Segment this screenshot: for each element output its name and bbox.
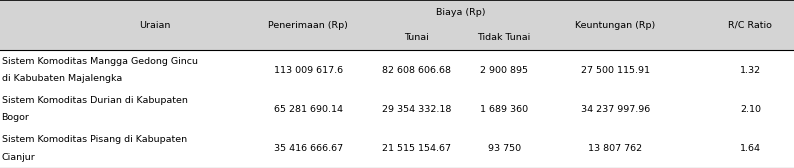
- Text: 34 237 997.96: 34 237 997.96: [580, 105, 650, 114]
- Text: 29 354 332.18: 29 354 332.18: [382, 105, 452, 114]
- Text: Sistem Komoditas Durian di Kabupaten: Sistem Komoditas Durian di Kabupaten: [2, 96, 187, 105]
- Text: Tunai: Tunai: [404, 33, 430, 42]
- Text: Tidak Tunai: Tidak Tunai: [477, 33, 531, 42]
- Text: 1.64: 1.64: [740, 144, 761, 153]
- Text: R/C Ratio: R/C Ratio: [728, 21, 773, 30]
- Text: 2.10: 2.10: [740, 105, 761, 114]
- Text: di Kabubaten Majalengka: di Kabubaten Majalengka: [2, 74, 121, 83]
- Text: Cianjur: Cianjur: [2, 153, 36, 161]
- Text: 13 807 762: 13 807 762: [588, 144, 642, 153]
- Text: 2 900 895: 2 900 895: [480, 66, 528, 74]
- Text: Bogor: Bogor: [2, 113, 29, 122]
- Text: 1 689 360: 1 689 360: [480, 105, 528, 114]
- Bar: [0, 0, 794, 50]
- Text: Penerimaan (Rp): Penerimaan (Rp): [268, 21, 348, 30]
- Text: 82 608 606.68: 82 608 606.68: [383, 66, 451, 74]
- Text: 35 416 666.67: 35 416 666.67: [273, 144, 343, 153]
- Text: Biaya (Rp): Biaya (Rp): [436, 8, 485, 17]
- Text: 113 009 617.6: 113 009 617.6: [273, 66, 343, 74]
- Text: Sistem Komoditas Mangga Gedong Gincu: Sistem Komoditas Mangga Gedong Gincu: [2, 57, 198, 66]
- Text: 21 515 154.67: 21 515 154.67: [383, 144, 451, 153]
- Text: Sistem Komoditas Pisang di Kabupaten: Sistem Komoditas Pisang di Kabupaten: [2, 135, 187, 144]
- Text: 93 750: 93 750: [488, 144, 521, 153]
- Text: Keuntungan (Rp): Keuntungan (Rp): [575, 21, 656, 30]
- Text: 1.32: 1.32: [740, 66, 761, 74]
- Text: 65 281 690.14: 65 281 690.14: [274, 105, 342, 114]
- Text: 27 500 115.91: 27 500 115.91: [581, 66, 649, 74]
- Text: Uraian: Uraian: [139, 21, 171, 30]
